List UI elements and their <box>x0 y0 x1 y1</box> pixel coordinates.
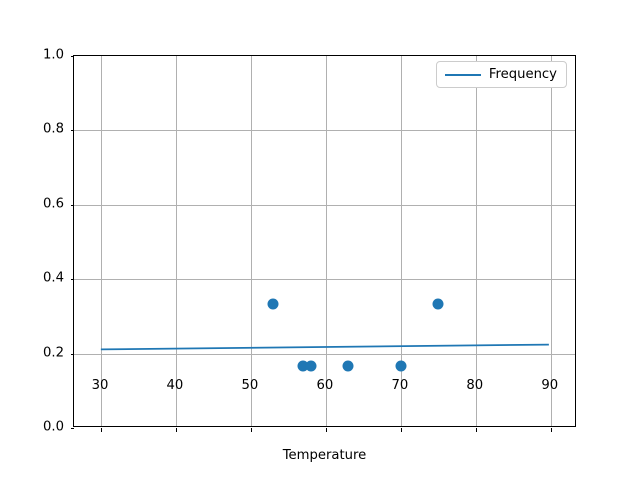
gridline-horizontal <box>74 204 575 206</box>
y-tick-label: 0.4 <box>43 270 64 286</box>
y-tick-mark <box>70 204 74 206</box>
y-tick-label: 1.0 <box>43 47 64 63</box>
gridline-horizontal <box>74 353 575 355</box>
line-series-frequency <box>100 343 549 351</box>
y-tick-mark <box>70 279 74 281</box>
x-tick-mark <box>475 428 477 432</box>
gridline-vertical <box>175 56 177 426</box>
plot-axes-area: Frequency <box>70 55 576 432</box>
gridline-vertical <box>325 56 327 426</box>
y-tick-label: 0.2 <box>43 345 64 361</box>
x-tick-label: 30 <box>91 378 109 393</box>
x-tick-label: 80 <box>466 378 484 393</box>
x-tick-label: 50 <box>241 378 259 393</box>
x-tick-label: 60 <box>316 378 334 393</box>
y-tick-label: 0.6 <box>43 196 64 212</box>
x-tick-mark <box>325 428 327 432</box>
scatter-point <box>395 360 407 372</box>
scatter-point <box>267 298 279 310</box>
x-tick-mark <box>550 428 552 432</box>
x-tick-mark <box>250 428 252 432</box>
gridline-vertical <box>475 56 477 426</box>
gridline-vertical <box>250 56 252 426</box>
scatter-point <box>297 360 309 372</box>
x-tick-mark <box>400 428 402 432</box>
scatter-point <box>342 360 354 372</box>
gridline-vertical <box>550 56 552 426</box>
scatter-point <box>305 360 317 372</box>
y-tick-label: 0.0 <box>43 419 64 435</box>
gridline-vertical <box>400 56 402 426</box>
y-tick-mark <box>70 428 74 429</box>
x-tick-label: 40 <box>166 378 184 393</box>
y-tick-label: 0.8 <box>43 121 64 137</box>
gridline-horizontal <box>74 130 575 132</box>
y-tick-mark <box>70 353 74 355</box>
line-series-layer <box>100 343 549 351</box>
y-tick-mark <box>70 56 74 57</box>
x-tick-mark <box>175 428 177 432</box>
gridline-vertical <box>100 56 102 426</box>
gridline-horizontal <box>74 279 575 281</box>
legend-label: Frequency <box>488 67 557 82</box>
x-tick-mark <box>100 428 102 432</box>
legend-line-icon <box>444 73 481 76</box>
x-tick-label: 70 <box>391 378 409 393</box>
x-axis-label: Temperature <box>282 448 367 463</box>
x-tick-label: 90 <box>541 378 559 393</box>
scatter-point <box>432 298 444 310</box>
y-tick-mark <box>70 130 74 132</box>
legend-box[interactable]: Frequency <box>435 61 567 88</box>
